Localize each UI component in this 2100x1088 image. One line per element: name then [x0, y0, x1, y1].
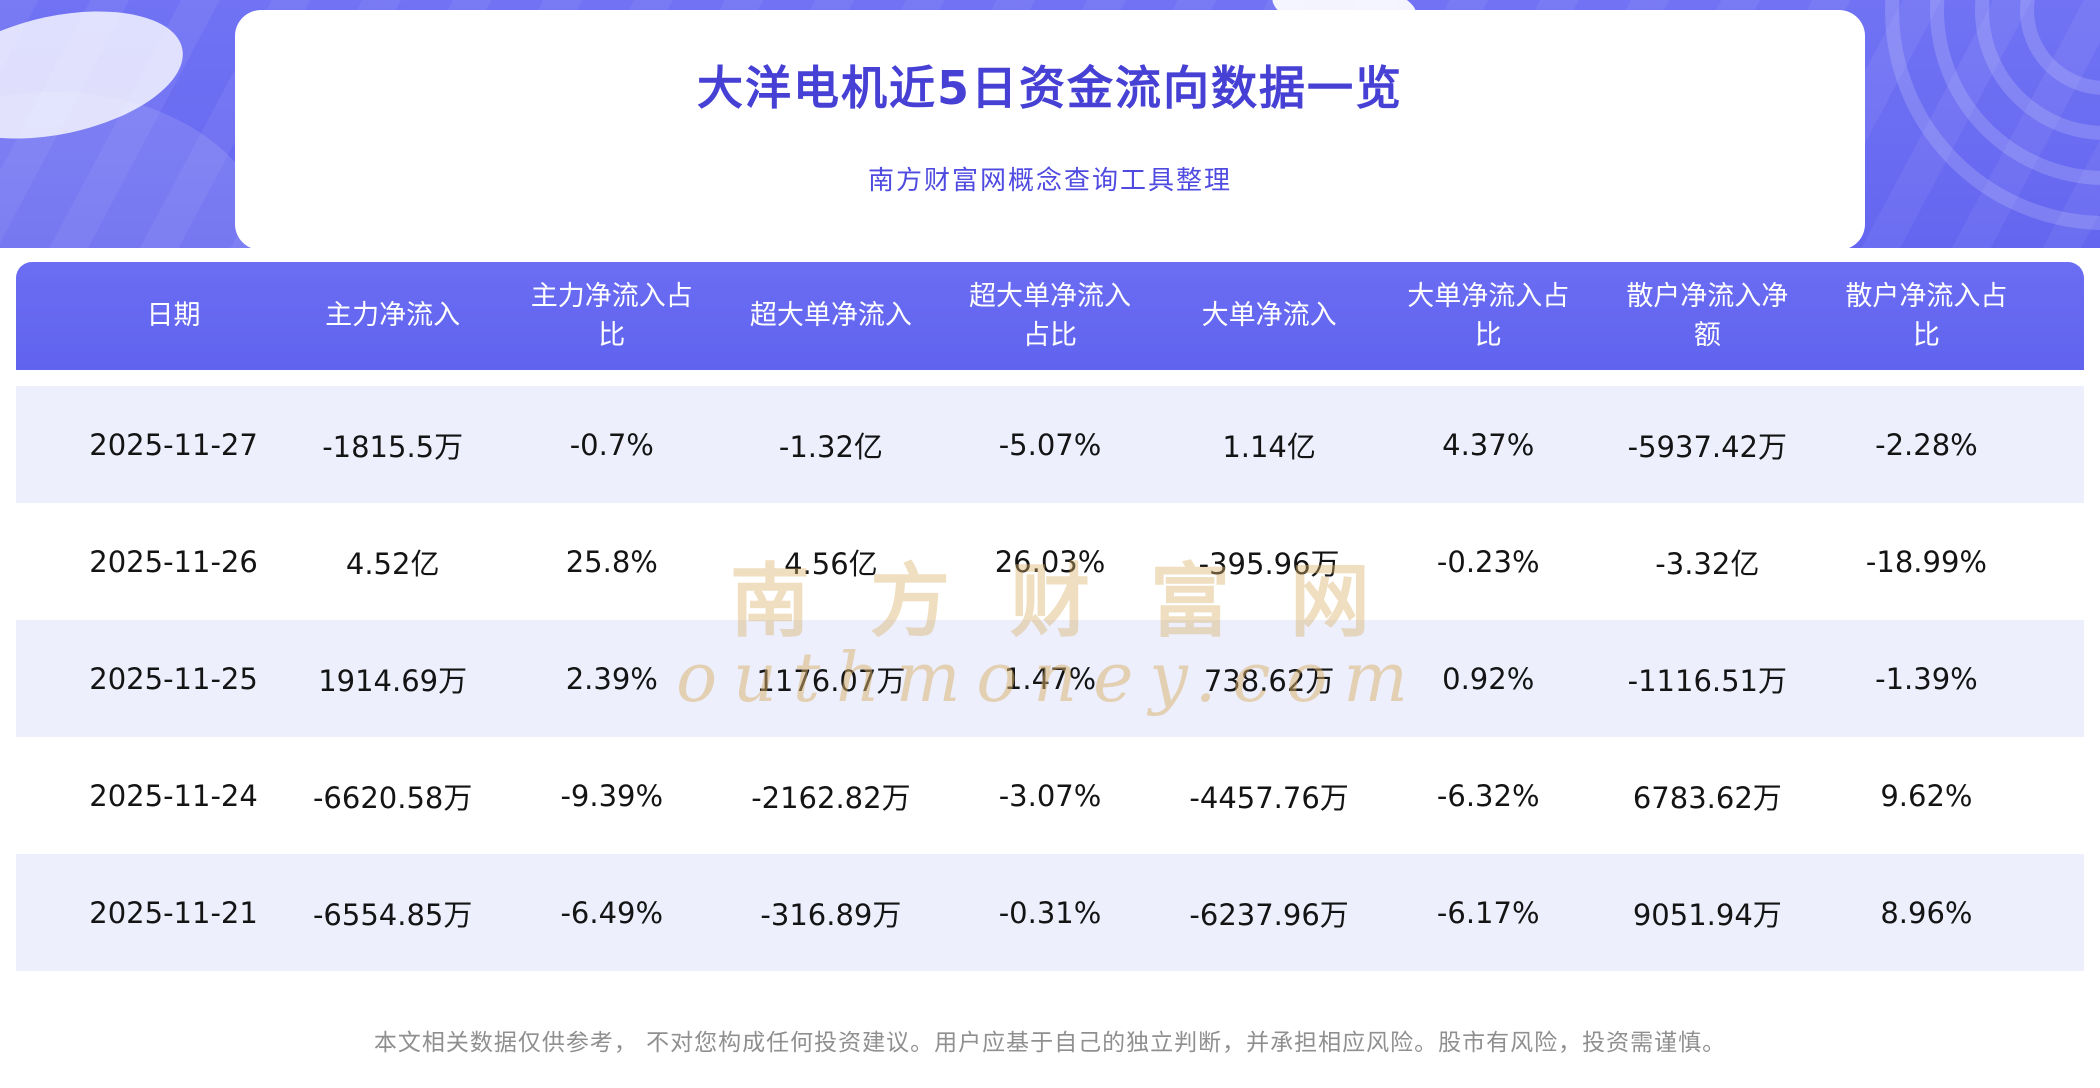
- table-cell: 1914.69万: [318, 663, 468, 698]
- table-cell: -6.49%: [560, 895, 664, 930]
- column-header: 主力净流入: [283, 296, 502, 335]
- table-cell: -6620.58万: [312, 780, 473, 815]
- table-row: 2025-11-25 1914.69万 2.39% 1176.07万 1.47% 738.…: [16, 620, 2084, 737]
- table-cell: 25.8%: [565, 544, 658, 579]
- table-cell: -2.28%: [1875, 427, 1978, 462]
- table-cell: 2025-11-27: [89, 427, 258, 462]
- table-cell: 0.92%: [1442, 661, 1535, 696]
- table-cell: -9.39%: [560, 778, 664, 813]
- column-header-label: 大单净流入占比: [1407, 280, 1570, 351]
- table-cell: -3.07%: [998, 778, 1102, 813]
- column-header: 日期: [64, 296, 283, 335]
- column-header-label: 主力净流入占比: [530, 280, 693, 351]
- page-title: 大洋电机近5日资金流向数据一览: [696, 61, 1403, 115]
- table-cell: 9.62%: [1880, 778, 1973, 813]
- column-header: 大单净流入: [1160, 296, 1379, 335]
- table-cell: -5937.42万: [1627, 429, 1788, 464]
- table-cell: 2025-11-21: [89, 895, 258, 930]
- table-cell: 2025-11-24: [89, 778, 258, 813]
- column-header: 超大单净流入: [721, 296, 940, 335]
- table-row: 2025-11-21 -6554.85万 -6.49% -316.89万 -0.31% -…: [16, 854, 2084, 971]
- table-cell: -316.89万: [760, 897, 902, 932]
- table-cell: 1.14亿: [1222, 429, 1316, 464]
- column-header: 散户净流入占比: [1817, 277, 2036, 355]
- table-cell: -3.32亿: [1655, 546, 1760, 581]
- table-cell: 2.39%: [565, 661, 658, 696]
- column-header-label: 散户净流入占比: [1845, 280, 2008, 351]
- table-cell: 9051.94万: [1632, 897, 1782, 932]
- table-cell: 1.47%: [1003, 661, 1097, 696]
- column-header: 超大单净流入占比: [940, 277, 1159, 355]
- table-cell: -2162.82万: [751, 780, 911, 815]
- column-header-label: 散户净流入净额: [1626, 280, 1789, 351]
- header-banner: 大洋电机近5日资金流向数据一览 南方财富网概念查询工具整理: [0, 0, 2100, 248]
- column-header: 主力净流入占比: [502, 277, 721, 355]
- column-header-label: 大单净流入: [1201, 300, 1337, 332]
- title-card: 大洋电机近5日资金流向数据一览 南方财富网概念查询工具整理: [235, 10, 1865, 248]
- column-header: 大单净流入占比: [1379, 277, 1598, 355]
- table-cell: 2025-11-26: [89, 544, 258, 579]
- table-cell: 4.52亿: [345, 546, 440, 581]
- column-header-label: 主力净流入: [325, 300, 461, 332]
- table-cell: 738.62万: [1203, 663, 1335, 698]
- column-header-label: 超大单净流入: [749, 300, 912, 332]
- table-cell: -1.32亿: [778, 429, 883, 464]
- table-cell: -18.99%: [1865, 544, 1987, 579]
- table-row: 2025-11-26 4.52亿 25.8% 4.56亿 26.03% -395.96万 -…: [16, 503, 2084, 620]
- table-cell: -0.7%: [569, 427, 654, 462]
- table-cell: 2025-11-25: [89, 661, 258, 696]
- table-header-row: 日期 主力净流入 主力净流入占比 超大单净流入 超大单净流入占比 大单净流入 大单净流入占比…: [16, 262, 2084, 370]
- table-cell: -0.23%: [1436, 544, 1540, 579]
- table-cell: -6554.85万: [312, 897, 473, 932]
- table-cell: -0.31%: [998, 895, 1102, 930]
- table-cell: -6.17%: [1436, 895, 1540, 930]
- column-header: 散户净流入净额: [1598, 277, 1817, 355]
- page-subtitle: 南方财富网概念查询工具整理: [867, 166, 1232, 196]
- table-cell: 26.03%: [994, 544, 1106, 579]
- table-cell: 4.37%: [1442, 427, 1535, 462]
- table-cell: 1176.07万: [756, 663, 906, 698]
- table-cell: -4457.76万: [1189, 780, 1349, 815]
- table-row: 2025-11-27 -1815.5万 -0.7% -1.32亿 -5.07% 1.14亿…: [16, 386, 2084, 503]
- column-header-label: 日期: [146, 300, 201, 332]
- table-cell: -6237.96万: [1189, 897, 1349, 932]
- table-row: 2025-11-24 -6620.58万 -9.39% -2162.82万 -3.07%…: [16, 737, 2084, 854]
- disclaimer: 本文相关数据仅供参考， 不对您构成任何投资建议。用户应基于自己的独立判断，并承担…: [373, 1030, 1727, 1056]
- table-cell: -5.07%: [998, 427, 1102, 462]
- table-body: 2025-11-27 -1815.5万 -0.7% -1.32亿 -5.07% 1.14亿…: [16, 386, 2084, 971]
- table-cell: -1116.51万: [1627, 663, 1788, 698]
- page: 大洋电机近5日资金流向数据一览 南方财富网概念查询工具整理 日期 主力净流入 主力净…: [0, 0, 2100, 1056]
- table-cell: 4.56亿: [784, 546, 878, 581]
- column-header-label: 超大单净流入占比: [968, 280, 1131, 351]
- table-cell: -1.39%: [1875, 661, 1978, 696]
- table-cell: -6.32%: [1436, 778, 1540, 813]
- table-cell: 6783.62万: [1632, 780, 1782, 815]
- fund-flow-table: 日期 主力净流入 主力净流入占比 超大单净流入 超大单净流入占比 大单净流入 大单净流入占比…: [16, 262, 2084, 971]
- table-cell: -1815.5万: [322, 429, 464, 464]
- table-cell: 8.96%: [1880, 895, 1973, 930]
- table-cell: -395.96万: [1198, 546, 1340, 581]
